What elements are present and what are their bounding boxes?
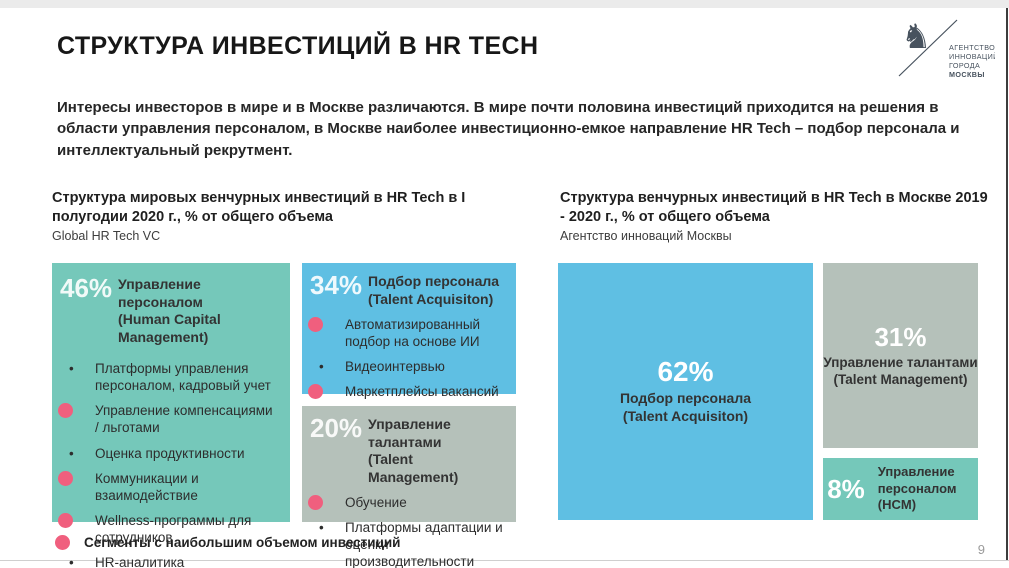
highlight-dot-icon — [58, 470, 73, 486]
list-item-highlighted: Wellness-программы для сотрудников — [58, 512, 280, 546]
segment-percent: 31% — [874, 321, 927, 352]
highlight-dot-icon — [308, 384, 323, 400]
highlight-dot-icon — [58, 512, 73, 528]
highlight-dot-icon — [55, 535, 70, 550]
segment-title: Управление персоналом (HCM) — [877, 464, 957, 513]
intro-text: Интересы инвесторов в мире и в Москве ра… — [57, 99, 960, 159]
segment-moscow-hcm-8: 8% Управление персоналом (HCM) — [823, 458, 978, 520]
highlight-dot-icon — [58, 403, 73, 419]
segment-header: 34% Подбор персонала (Talent Acquisiton) — [308, 270, 506, 308]
segment-percent: 62% — [657, 356, 714, 388]
right-chart-source: Агентство инноваций Москвы — [560, 229, 732, 244]
segment-moscow-tm-31: 31% Управление талантами (Talent Managem… — [823, 263, 978, 448]
right-chart-title: Структура венчурных инвестиций в HR Tech… — [560, 190, 988, 226]
segment-bullet-list: Обучение Платформы адаптации и оценки пр… — [308, 494, 506, 568]
segment-percent: 34% — [310, 270, 363, 300]
logo-text-line: ГОРОДА — [949, 61, 980, 70]
logo-text-line: ИННОВАЦИЙ — [949, 52, 995, 61]
segment-title: Управление персоналом (Human Capital Man… — [118, 276, 221, 345]
moscow-emblem-icon: ♞ — [901, 18, 931, 56]
segment-title: Управление талантами (Talent Management) — [823, 354, 978, 387]
page-right-border — [1006, 8, 1008, 560]
page-number: 9 — [977, 542, 985, 557]
list-item-highlighted: Автоматизированный подбор на основе ИИ — [308, 316, 506, 350]
segment-header: 46% Управление персоналом (Human Capital… — [58, 273, 280, 346]
segment-title: Подбор персонала (Talent Acquisiton) — [619, 389, 751, 424]
right-chart-header: Структура венчурных инвестиций в HR Tech… — [560, 189, 992, 243]
segment-percent: 46% — [60, 273, 113, 303]
list-item-highlighted: Управление компенсациями / льготами — [58, 402, 280, 436]
agency-logo-graphic: ♞ АГЕНТСТВО ИННОВАЦИЙ ГОРОДА МОСКВЫ — [898, 18, 998, 79]
left-chart-source: Global HR Tech VC — [52, 229, 161, 244]
segment-percent: 20% — [310, 413, 363, 443]
list-item-highlighted: Маркетплейсы вакансий — [308, 383, 506, 400]
top-edge-strip — [0, 0, 1009, 8]
logo-text-line: МОСКВЫ — [949, 70, 985, 79]
segment-moscow-ta-62: 62% Подбор персонала (Talent Acquisiton) — [558, 263, 813, 520]
legend-label: Сегменты с наибольшим объемом инвестиций — [84, 535, 401, 550]
segment-ta-34: 34% Подбор персонала (Talent Acquisiton)… — [302, 263, 516, 400]
segment-header: 20% Управление талантами (Talent Managem… — [308, 413, 506, 486]
list-item: Оценка продуктивности — [58, 445, 280, 462]
list-item: HR-аналитика — [58, 554, 280, 568]
segment-percent: 8% — [827, 473, 865, 504]
page-title: СТРУКТУРА ИНВЕСТИЦИЙ В HR TECH — [57, 32, 539, 60]
segment-hcm-46: 46% Управление персоналом (Human Capital… — [52, 263, 290, 568]
list-item: Платформы управления персоналом, кадровы… — [58, 360, 280, 394]
list-item: Платформы адаптации и оценки производите… — [308, 519, 506, 568]
list-item: Видеоинтервью — [308, 358, 506, 375]
highlight-dot-icon — [308, 317, 323, 332]
logo-divider-line — [898, 19, 958, 77]
segment-bullet-list: Платформы управления персоналом, кадровы… — [58, 360, 280, 568]
left-chart-header: Структура мировых венчурных инвестиций в… — [52, 189, 514, 243]
segment-bullet-list: Автоматизированный подбор на основе ИИ В… — [308, 316, 506, 401]
segment-title: Управление талантами (Talent Management) — [368, 416, 459, 485]
segment-title: Подбор персонала (Talent Acquisiton) — [368, 273, 500, 307]
list-item-highlighted: Обучение — [308, 494, 506, 511]
logo-text-line: АГЕНТСТВО — [949, 43, 995, 52]
list-item-highlighted: Коммуникации и взаимодействие — [58, 470, 280, 504]
segment-tm-20: 20% Управление талантами (Talent Managem… — [302, 406, 516, 568]
highlight-dot-icon — [308, 495, 323, 510]
agency-logo: ♞ АГЕНТСТВО ИННОВАЦИЙ ГОРОДА МОСКВЫ — [891, 12, 998, 84]
left-chart-title: Структура мировых венчурных инвестиций в… — [52, 190, 466, 226]
legend: Сегменты с наибольшим объемом инвестиций — [55, 535, 400, 550]
